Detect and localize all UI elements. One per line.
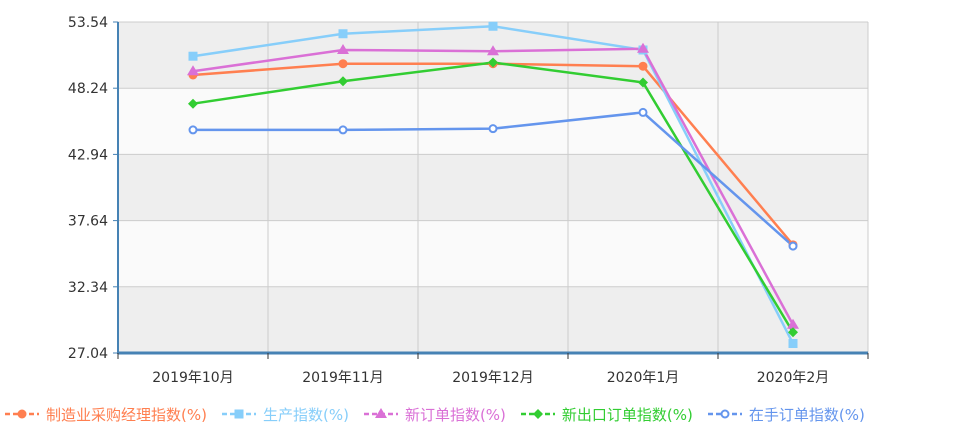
legend-swatch bbox=[707, 409, 742, 419]
data-point bbox=[234, 409, 244, 419]
y-tick-label: 53.54 bbox=[68, 15, 108, 31]
data-point bbox=[338, 29, 348, 39]
legend-label: 在手订单指数(%) bbox=[748, 405, 865, 424]
legend-item[interactable]: 在手订单指数(%) bbox=[707, 404, 865, 425]
data-point bbox=[720, 409, 730, 419]
data-point bbox=[788, 327, 798, 338]
y-tick-label: 27.04 bbox=[68, 346, 108, 362]
x-tick-label: 2019年10月 bbox=[152, 370, 233, 386]
legend-swatch bbox=[520, 409, 555, 419]
data-point bbox=[638, 77, 648, 88]
data-point bbox=[188, 125, 198, 135]
data-point bbox=[188, 98, 198, 109]
x-tick-label: 2019年11月 bbox=[302, 370, 383, 386]
data-point bbox=[338, 59, 348, 69]
data-point bbox=[637, 42, 649, 53]
legend-label: 新订单指数(%) bbox=[404, 405, 506, 424]
data-point bbox=[17, 409, 27, 419]
legend-swatch bbox=[5, 409, 39, 419]
legend-item[interactable]: 新订单指数(%) bbox=[363, 404, 506, 425]
data-point bbox=[487, 45, 499, 56]
data-point bbox=[788, 339, 798, 349]
data-point bbox=[187, 65, 199, 76]
data-point bbox=[638, 61, 648, 71]
legend-item[interactable]: 生产指数(%) bbox=[221, 404, 349, 425]
data-point bbox=[188, 51, 198, 61]
legend: 制造业采购经理指数(%) 生产指数(%) 新订单指数(%) 新出口订单指数(%) 在手订… bbox=[0, 396, 969, 432]
data-point bbox=[488, 57, 498, 68]
data-point bbox=[488, 21, 498, 31]
data-point bbox=[787, 318, 799, 329]
y-tick-label: 37.64 bbox=[68, 214, 108, 230]
x-axis-ticks: 2019年10月 2019年11月 2019年12月 2020年1月 2020年2月 bbox=[117, 353, 869, 386]
legend-item[interactable]: 制造业采购经理指数(%) bbox=[4, 404, 207, 425]
data-point bbox=[338, 125, 348, 135]
data-point bbox=[374, 408, 387, 418]
axes bbox=[117, 22, 868, 355]
legend-swatch bbox=[221, 409, 256, 419]
legend-label: 新出口订单指数(%) bbox=[561, 405, 693, 424]
data-point bbox=[788, 241, 798, 251]
data-point bbox=[638, 107, 648, 117]
y-tick-label: 42.94 bbox=[68, 147, 108, 163]
legend-swatch bbox=[363, 408, 398, 418]
y-tick-label: 32.34 bbox=[68, 280, 108, 296]
series-markers bbox=[187, 21, 799, 349]
plot-band bbox=[118, 88, 868, 155]
legend-item[interactable]: 新出口订单指数(%) bbox=[520, 404, 693, 425]
x-tick-label: 2020年1月 bbox=[607, 370, 680, 386]
data-point bbox=[338, 76, 348, 87]
legend-label: 制造业采购经理指数(%) bbox=[46, 405, 207, 424]
plot-band bbox=[118, 154, 868, 221]
y-tick-label: 48.24 bbox=[68, 81, 108, 97]
x-tick-label: 2019年12月 bbox=[452, 370, 533, 386]
data-point bbox=[488, 124, 498, 134]
data-point bbox=[532, 409, 543, 419]
x-tick-label: 2020年2月 bbox=[757, 370, 830, 386]
legend-label: 生产指数(%) bbox=[262, 405, 349, 424]
plot-band bbox=[118, 286, 868, 353]
data-point bbox=[337, 43, 349, 54]
y-axis-ticks: 53.54 48.24 42.94 37.64 32.34 27.04 bbox=[68, 15, 118, 362]
